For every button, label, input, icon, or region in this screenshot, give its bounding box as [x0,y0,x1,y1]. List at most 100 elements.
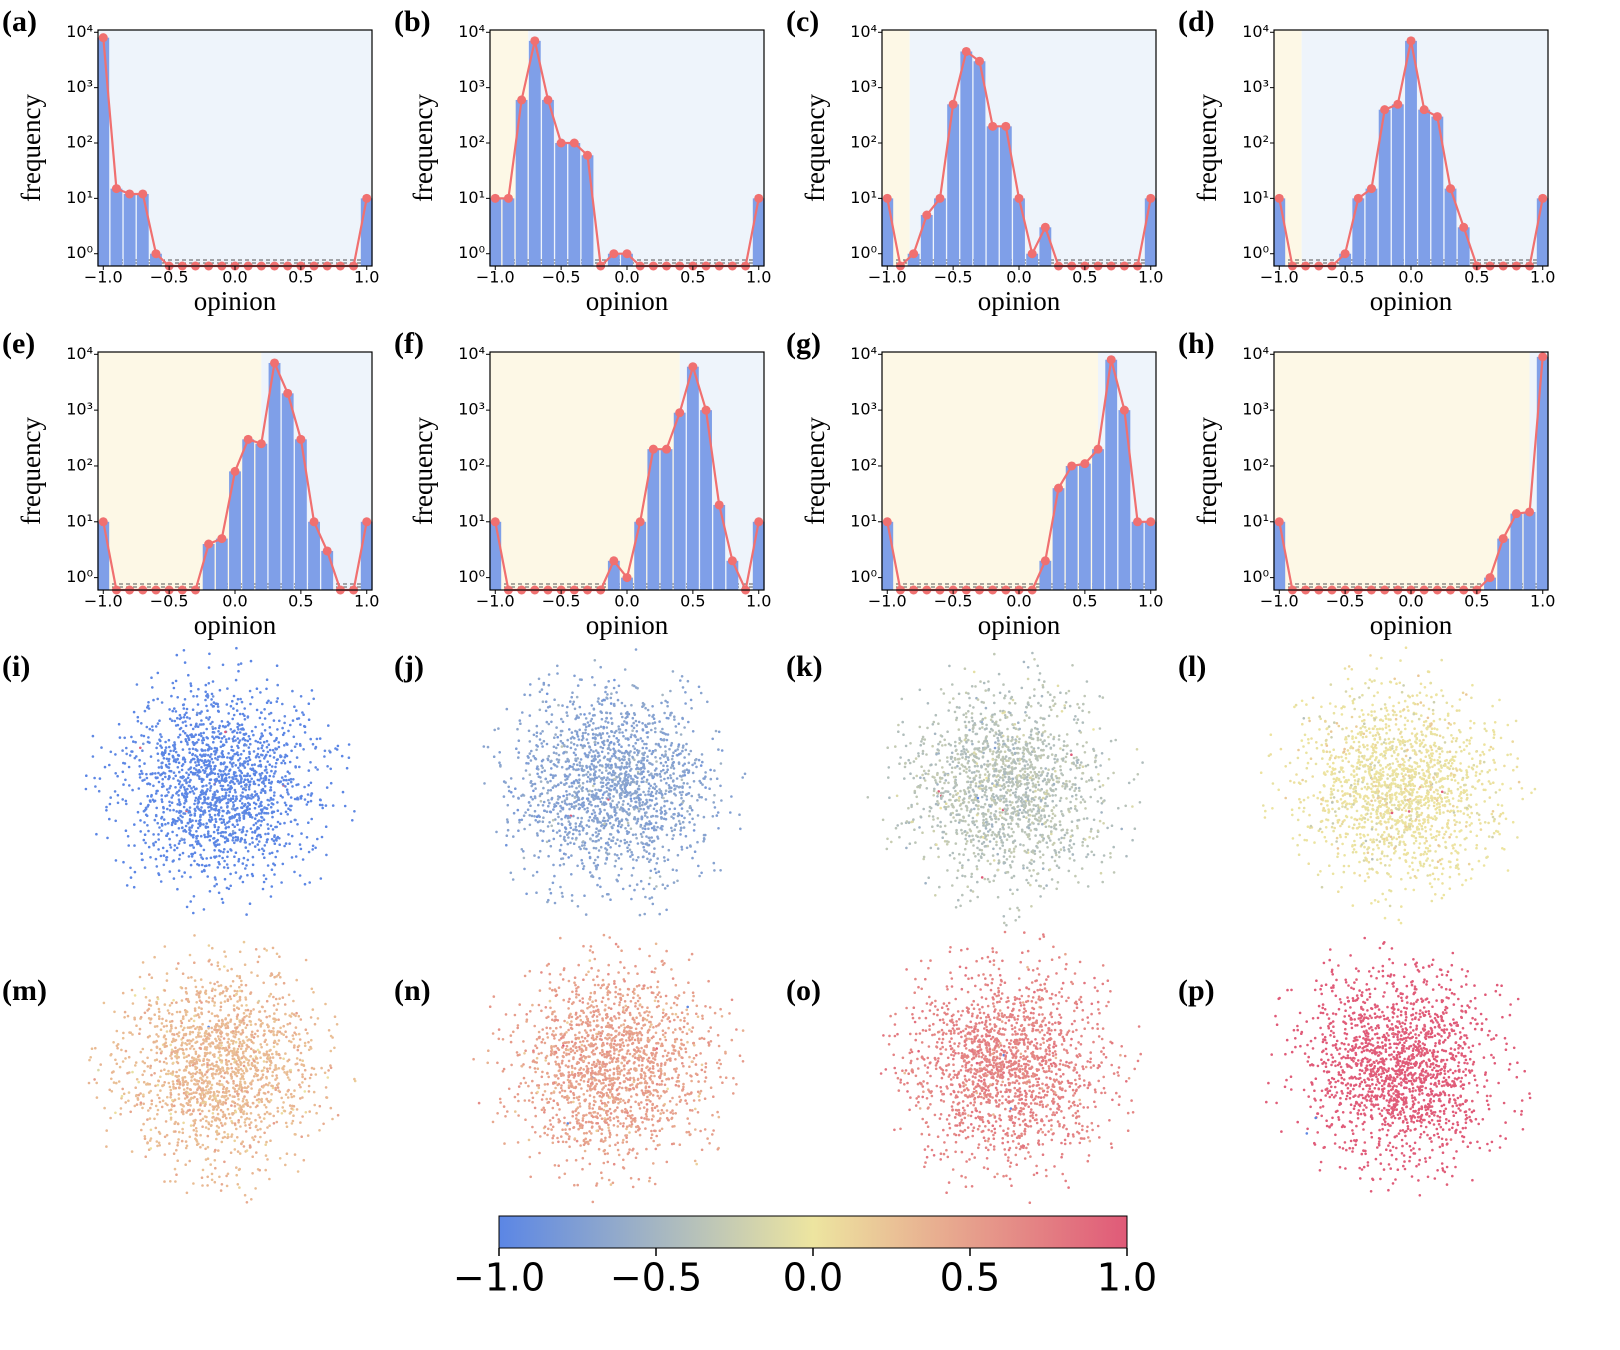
node [222,797,225,801]
node [552,863,555,867]
bar [1039,560,1052,590]
node [639,768,642,771]
node [254,725,257,729]
node [937,742,940,746]
node [627,813,631,817]
node [925,753,928,756]
node [596,804,600,808]
node [241,763,244,766]
node [165,794,169,797]
node [138,765,141,768]
bar [634,521,647,590]
node [532,754,535,758]
y-tick-label: 10¹ [458,511,485,530]
node [159,733,162,736]
node [320,835,324,839]
node [218,862,221,866]
node [572,742,576,746]
marker [1498,534,1508,544]
node [538,708,542,712]
node [238,757,242,760]
node [309,761,312,764]
node [270,780,274,784]
node [529,804,532,807]
node [267,778,271,782]
node [1101,696,1105,699]
node [672,772,675,775]
bar [1497,538,1510,590]
node [187,822,190,825]
node [226,720,230,724]
node [194,796,198,800]
node [653,887,656,891]
node [635,822,638,825]
node [699,691,703,695]
node [126,835,130,838]
node [218,732,222,736]
bar [1118,410,1131,590]
node [567,836,570,839]
node [625,762,629,766]
node [167,759,170,763]
node [676,853,680,857]
bar [752,198,765,266]
node [563,799,567,802]
bar [97,37,110,267]
node [644,793,647,797]
node [235,731,239,735]
node [617,822,621,825]
marker [362,193,372,203]
node [663,777,666,781]
node [1017,797,1020,801]
node [550,720,553,724]
node [555,758,559,761]
node [253,790,257,793]
bar [973,61,986,266]
node [148,727,152,731]
node [546,791,549,795]
node [592,809,595,812]
node [660,738,664,742]
node [232,805,235,808]
node [671,761,675,765]
node [593,683,596,687]
node [227,798,230,801]
node [347,743,351,746]
node [601,895,604,898]
node [613,704,616,708]
y-tick-label: 10² [66,455,93,474]
node [557,760,560,764]
node [160,701,164,704]
node [288,842,291,845]
node [608,796,612,799]
node [258,840,261,843]
node [646,822,650,826]
node [255,708,259,712]
node [157,766,161,769]
node [200,734,203,738]
node [1018,762,1021,765]
node [550,797,553,801]
node [235,709,239,712]
node [231,797,235,801]
marker [1393,99,1403,109]
node [559,843,563,847]
node [634,804,637,808]
node [158,719,161,722]
node [212,701,216,704]
node [1024,740,1028,744]
node [626,802,630,806]
node [289,780,293,784]
node [599,736,603,740]
node [276,728,279,731]
node [1098,819,1102,823]
y-axis-label: frequency [800,94,830,202]
node [231,815,234,818]
node [555,752,558,755]
node [630,733,633,737]
node [560,729,564,733]
node [140,858,144,862]
node [709,777,713,781]
node [1066,828,1069,832]
node [246,739,250,743]
